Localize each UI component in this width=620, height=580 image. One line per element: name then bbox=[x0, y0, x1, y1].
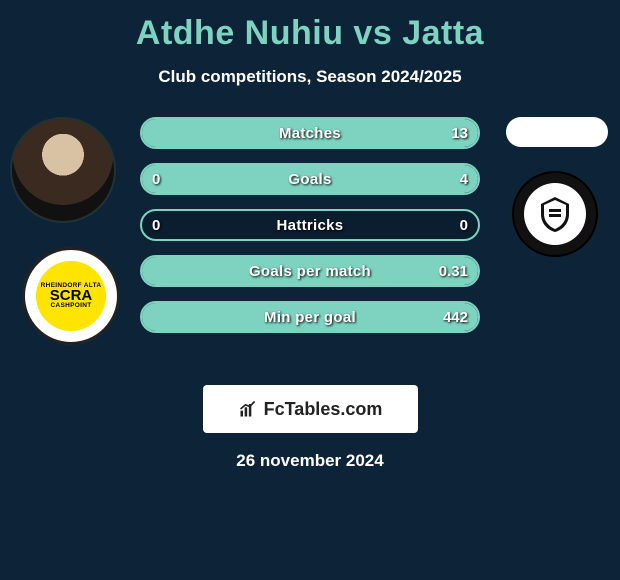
stat-label: Goals per match bbox=[249, 263, 371, 280]
subtitle: Club competitions, Season 2024/2025 bbox=[0, 67, 620, 87]
stat-value-right: 0.31 bbox=[439, 263, 468, 280]
brand-text: FcTables.com bbox=[264, 399, 383, 420]
brand-badge[interactable]: FcTables.com bbox=[203, 385, 418, 433]
comparison-content: RHEINDORF ALTA SCRA CASHPOINT Matches 13 0… bbox=[0, 117, 620, 367]
stat-row: Min per goal 442 bbox=[140, 301, 480, 333]
stat-value-right: 0 bbox=[460, 217, 468, 234]
club-left-badge: RHEINDORF ALTA SCRA CASHPOINT bbox=[22, 247, 120, 345]
stat-value-right: 13 bbox=[451, 125, 468, 142]
stats-panel: Matches 13 0 Goals 4 0 Hattricks 0 Goals per mat… bbox=[140, 117, 480, 347]
page-title: Atdhe Nuhiu vs Jatta bbox=[0, 14, 620, 53]
stat-value-left: 0 bbox=[152, 171, 160, 188]
player-right-avatar bbox=[506, 117, 608, 147]
stat-label: Matches bbox=[279, 125, 341, 142]
stat-value-right: 4 bbox=[460, 171, 468, 188]
stat-value-left: 0 bbox=[152, 217, 160, 234]
player-left-avatar bbox=[10, 117, 116, 223]
stat-label: Hattricks bbox=[277, 217, 344, 234]
club-right-badge bbox=[512, 171, 598, 257]
stat-row: 0 Hattricks 0 bbox=[140, 209, 480, 241]
stat-label: Goals bbox=[288, 171, 331, 188]
badge-left-sub: CASHPOINT bbox=[51, 303, 92, 309]
chart-icon bbox=[238, 399, 258, 419]
badge-left-top: SCRA bbox=[50, 289, 93, 303]
shield-icon bbox=[535, 194, 575, 234]
stat-value-right: 442 bbox=[443, 309, 468, 326]
stat-row: Goals per match 0.31 bbox=[140, 255, 480, 287]
date-label: 26 november 2024 bbox=[0, 451, 620, 471]
stat-row: Matches 13 bbox=[140, 117, 480, 149]
stat-row: 0 Goals 4 bbox=[140, 163, 480, 195]
stat-label: Min per goal bbox=[264, 309, 356, 326]
